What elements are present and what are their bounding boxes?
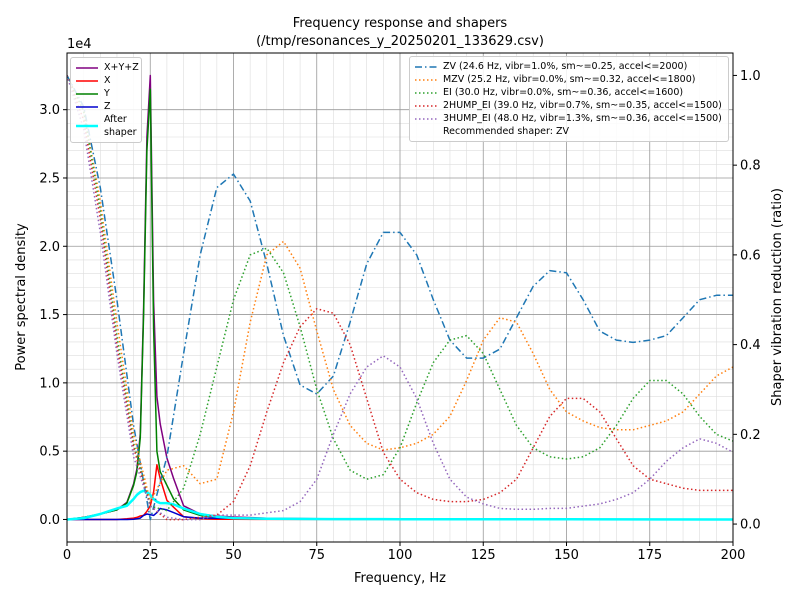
legend-label: Z xyxy=(104,101,111,112)
y-tick-label: 0.5 xyxy=(39,445,60,460)
legend-swatch xyxy=(76,79,98,82)
series-line xyxy=(67,75,733,521)
legend-swatch xyxy=(415,104,437,107)
legend-label: ZV (24.6 Hz, vibr=1.0%, sm~=0.25, accel<… xyxy=(443,61,688,72)
x-axis-label: Frequency, Hz xyxy=(354,571,446,586)
x-tick-label: 25 xyxy=(142,548,159,563)
legend-entry: EI (30.0 Hz, vibr=0.0%, sm~=0.36, accel<… xyxy=(415,86,723,99)
y-offset-label: 1e4 xyxy=(67,37,92,52)
legend-swatch xyxy=(415,117,437,120)
plot-lines xyxy=(67,74,733,521)
chart-subtitle: (/tmp/resonances_y_20250201_133629.csv) xyxy=(256,34,544,49)
x-tick-label: 100 xyxy=(388,548,413,563)
y2-tick-label: 0.8 xyxy=(740,159,761,174)
legend-entry: Z xyxy=(76,100,136,113)
legend-swatch xyxy=(415,65,437,68)
series-line xyxy=(67,75,733,503)
y-tick-label: 3.0 xyxy=(39,103,60,118)
y-tick-label: 0.0 xyxy=(39,513,60,528)
legend-entry: Recommended shaper: ZV xyxy=(415,125,723,138)
legend-label: X xyxy=(104,75,111,86)
legend-label: 3HUMP_EI (48.0 Hz, vibr=1.3%, sm~=0.36, … xyxy=(443,113,722,124)
y-tick-label: 2.0 xyxy=(39,240,60,255)
legend-swatch xyxy=(76,92,98,95)
y2-tick-label: 1.0 xyxy=(740,69,761,84)
legend-swatch xyxy=(76,66,98,69)
legend-label: After shaper xyxy=(104,114,137,138)
y2-axis-label: Shaper vibration reduction (ratio) xyxy=(770,188,785,406)
legend-entry: X xyxy=(76,74,136,87)
x-tick-label: 75 xyxy=(308,548,325,563)
x-tick-label: 50 xyxy=(225,548,242,563)
legend-entry: 2HUMP_EI (39.0 Hz, vibr=0.7%, sm~=0.35, … xyxy=(415,99,723,112)
x-tick-label: 175 xyxy=(637,548,662,563)
legend: ZV (24.6 Hz, vibr=1.0%, sm~=0.25, accel<… xyxy=(409,56,729,142)
y-tick-label: 2.5 xyxy=(39,171,60,186)
y-tick-label: 1.0 xyxy=(39,376,60,391)
plot-frame xyxy=(66,52,734,543)
legend-entry: ZV (24.6 Hz, vibr=1.0%, sm~=0.25, accel<… xyxy=(415,60,723,73)
legend-label: 2HUMP_EI (39.0 Hz, vibr=0.7%, sm~=0.35, … xyxy=(443,100,722,111)
y-tick-label: 1.5 xyxy=(39,308,60,323)
x-tick-label: 0 xyxy=(63,548,71,563)
series-line xyxy=(67,75,733,521)
legend-swatch xyxy=(76,105,98,108)
x-tick-label: 200 xyxy=(721,548,746,563)
legend-entry: 3HUMP_EI (48.0 Hz, vibr=1.3%, sm~=0.36, … xyxy=(415,112,723,125)
series-line xyxy=(67,75,733,512)
legend-label: MZV (25.2 Hz, vibr=0.0%, sm~=0.32, accel… xyxy=(443,74,696,85)
legend-swatch xyxy=(76,124,98,128)
chart-title: Frequency response and shapers xyxy=(293,16,508,31)
legend-label: EI (30.0 Hz, vibr=0.0%, sm~=0.36, accel<… xyxy=(443,87,684,98)
legend-entry: After shaper xyxy=(76,113,137,139)
y2-tick-label: 0.4 xyxy=(740,338,761,353)
series-line xyxy=(67,489,733,521)
y2-tick-label: 0.6 xyxy=(740,248,761,263)
legend-swatch xyxy=(415,91,437,94)
legend-entry: X+Y+Z xyxy=(76,61,139,74)
x-tick-label: 125 xyxy=(471,548,496,563)
legend: X+Y+Z X Y Z After shaper xyxy=(70,57,142,143)
y-axis-label: Power spectral density xyxy=(14,223,29,371)
legend-label: X+Y+Z xyxy=(104,62,139,73)
y2-tick-label: 0.0 xyxy=(740,518,761,533)
y2-tick-label: 0.2 xyxy=(740,428,761,443)
legend-label: Y xyxy=(104,88,110,99)
legend-entry: MZV (25.2 Hz, vibr=0.0%, sm~=0.32, accel… xyxy=(415,73,723,86)
legend-swatch xyxy=(415,78,437,81)
legend-annotation: Recommended shaper: ZV xyxy=(443,126,569,137)
legend-entry: Y xyxy=(76,87,136,100)
x-tick-label: 150 xyxy=(554,548,579,563)
